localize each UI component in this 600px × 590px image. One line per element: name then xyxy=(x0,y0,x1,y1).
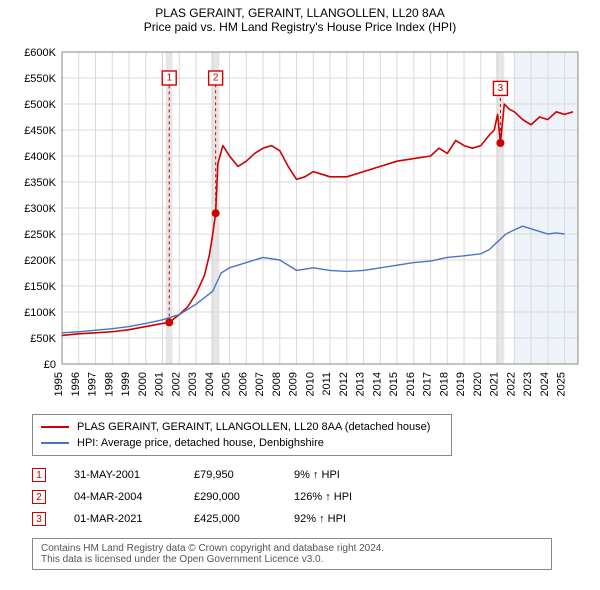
sale-badge-icon: 3 xyxy=(32,512,46,526)
sale-price: £79,950 xyxy=(194,469,294,481)
svg-text:1996: 1996 xyxy=(70,372,82,396)
svg-text:2005: 2005 xyxy=(221,372,233,396)
svg-text:£600K: £600K xyxy=(24,47,56,59)
svg-text:2011: 2011 xyxy=(321,372,333,396)
svg-text:2024: 2024 xyxy=(539,372,551,396)
svg-text:£200K: £200K xyxy=(24,255,56,267)
sale-badge-icon: 2 xyxy=(32,490,46,504)
sale-pct: 9% ↑ HPI xyxy=(294,469,414,481)
legend-box: PLAS GERAINT, GERAINT, LLANGOLLEN, LL20 … xyxy=(32,414,452,456)
svg-text:2010: 2010 xyxy=(304,372,316,396)
svg-text:£300K: £300K xyxy=(24,203,56,215)
svg-text:1995: 1995 xyxy=(53,372,65,396)
svg-text:1: 1 xyxy=(166,73,172,84)
title-line1: PLAS GERAINT, GERAINT, LLANGOLLEN, LL20 … xyxy=(0,6,600,20)
sale-pct: 126% ↑ HPI xyxy=(294,491,414,503)
svg-text:2023: 2023 xyxy=(522,372,534,396)
svg-text:£450K: £450K xyxy=(24,125,56,137)
svg-text:2012: 2012 xyxy=(338,372,350,396)
svg-text:2009: 2009 xyxy=(288,372,300,396)
svg-text:£500K: £500K xyxy=(24,99,56,111)
sale-price: £425,000 xyxy=(194,513,294,525)
svg-text:2013: 2013 xyxy=(355,372,367,396)
svg-text:2019: 2019 xyxy=(455,372,467,396)
svg-text:2001: 2001 xyxy=(154,372,166,396)
svg-text:£350K: £350K xyxy=(24,177,56,189)
svg-text:1998: 1998 xyxy=(103,372,115,396)
svg-text:£250K: £250K xyxy=(24,229,56,241)
svg-text:£400K: £400K xyxy=(24,151,56,163)
svg-text:2006: 2006 xyxy=(237,372,249,396)
svg-text:2002: 2002 xyxy=(170,372,182,396)
svg-text:2014: 2014 xyxy=(371,372,383,396)
svg-text:2025: 2025 xyxy=(556,372,568,396)
svg-text:£50K: £50K xyxy=(30,333,56,345)
legend-label: PLAS GERAINT, GERAINT, LLANGOLLEN, LL20 … xyxy=(77,421,430,433)
svg-text:3: 3 xyxy=(498,83,504,94)
sale-date: 04-MAR-2004 xyxy=(74,491,194,503)
svg-text:2007: 2007 xyxy=(254,372,266,396)
svg-text:2020: 2020 xyxy=(472,372,484,396)
chart-container: { "title": { "line1": "PLAS GERAINT, GER… xyxy=(0,0,600,590)
footer-line2: This data is licensed under the Open Gov… xyxy=(41,554,543,565)
svg-text:2003: 2003 xyxy=(187,372,199,396)
chart-plot-area: £0 £50K £100K £150K £200K £250K £300K £350K £400… xyxy=(10,38,590,408)
svg-text:£100K: £100K xyxy=(24,307,56,319)
legend-swatch-icon xyxy=(41,426,69,428)
footer-line1: Contains HM Land Registry data © Crown c… xyxy=(41,543,543,554)
legend-swatch-icon xyxy=(41,442,69,444)
svg-text:2004: 2004 xyxy=(204,372,216,396)
title-line2: Price paid vs. HM Land Registry's House … xyxy=(0,20,600,34)
svg-text:2008: 2008 xyxy=(271,372,283,396)
svg-text:2016: 2016 xyxy=(405,372,417,396)
chart-title-block: PLAS GERAINT, GERAINT, LLANGOLLEN, LL20 … xyxy=(0,0,600,34)
sale-price: £290,000 xyxy=(194,491,294,503)
sales-table: 1 31-MAY-2001 £79,950 9% ↑ HPI 2 04-MAR-… xyxy=(32,464,600,530)
sale-row: 1 31-MAY-2001 £79,950 9% ↑ HPI xyxy=(32,464,600,486)
sale-row: 2 04-MAR-2004 £290,000 126% ↑ HPI xyxy=(32,486,600,508)
svg-text:1999: 1999 xyxy=(120,372,132,396)
legend-label: HPI: Average price, detached house, Denb… xyxy=(77,437,324,449)
svg-text:£550K: £550K xyxy=(24,73,56,85)
svg-text:2021: 2021 xyxy=(489,372,501,396)
svg-text:2015: 2015 xyxy=(388,372,400,396)
svg-text:2: 2 xyxy=(213,73,219,84)
legend-row: PLAS GERAINT, GERAINT, LLANGOLLEN, LL20 … xyxy=(41,419,443,435)
sale-date: 31-MAY-2001 xyxy=(74,469,194,481)
footer-attribution: Contains HM Land Registry data © Crown c… xyxy=(32,538,552,570)
svg-text:2022: 2022 xyxy=(505,372,517,396)
sale-pct: 92% ↑ HPI xyxy=(294,513,414,525)
svg-text:£0: £0 xyxy=(44,359,56,371)
svg-text:2018: 2018 xyxy=(438,372,450,396)
svg-text:1997: 1997 xyxy=(87,372,99,396)
svg-text:2000: 2000 xyxy=(137,372,149,396)
svg-text:2017: 2017 xyxy=(422,372,434,396)
sale-date: 01-MAR-2021 xyxy=(74,513,194,525)
legend-row: HPI: Average price, detached house, Denb… xyxy=(41,435,443,451)
svg-text:£150K: £150K xyxy=(24,281,56,293)
chart-svg: £0 £50K £100K £150K £200K £250K £300K £350K £400… xyxy=(10,38,590,408)
sale-badge-icon: 1 xyxy=(32,468,46,482)
sale-row: 3 01-MAR-2021 £425,000 92% ↑ HPI xyxy=(32,508,600,530)
